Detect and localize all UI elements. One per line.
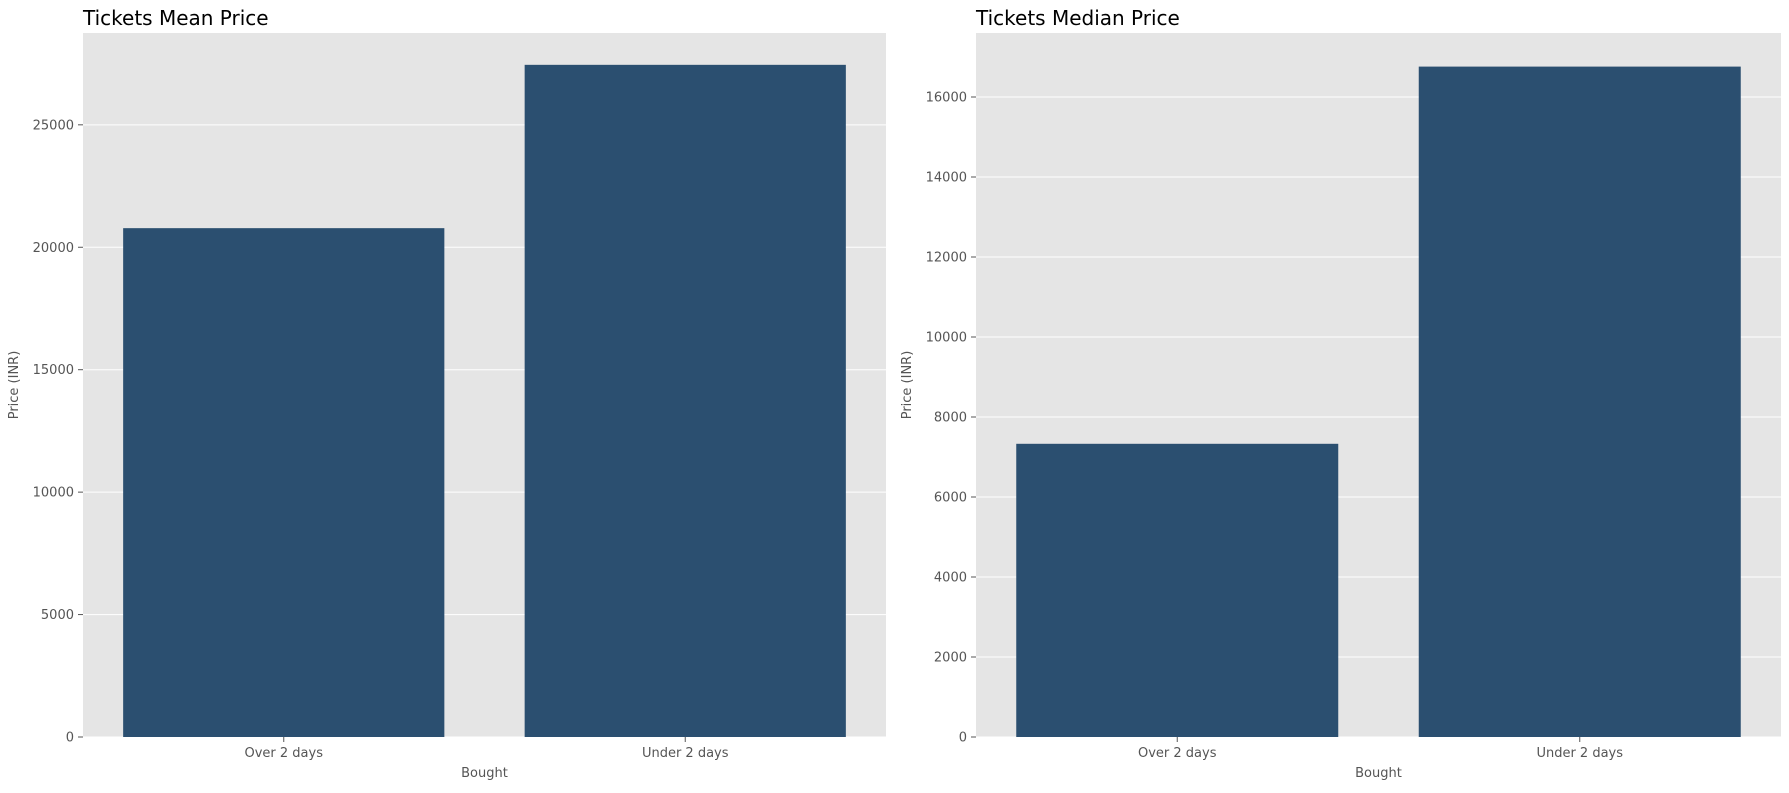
- median-x-axis-label: Bought: [1355, 766, 1402, 781]
- median-y-tick-label: 4000: [934, 571, 967, 586]
- median-y-tick-label: 0: [959, 731, 967, 746]
- mean-y-tick-label: 15000: [33, 363, 74, 378]
- mean-x-tick-label: Under 2 days: [642, 746, 729, 761]
- median-x-tick-label: Under 2 days: [1536, 746, 1623, 761]
- mean-x-tick-label: Over 2 days: [245, 746, 324, 761]
- mean-chart-title: Tickets Mean Price: [82, 6, 269, 30]
- median-y-tick-label: 6000: [934, 491, 967, 506]
- mean-bar-under-2-days: [524, 64, 846, 737]
- mean-bar-over-2-days: [123, 228, 445, 737]
- median-chart-title: Tickets Median Price: [975, 6, 1180, 30]
- mean-price-chart: 0 5000 10000 15000 20000 25000 Over 2 days Unde…: [7, 6, 886, 781]
- median-y-tick-label: 2000: [934, 651, 967, 666]
- median-x-tick-label: Over 2 days: [1138, 746, 1217, 761]
- median-bar-under-2-days: [1418, 66, 1741, 738]
- mean-y-tick-label: 20000: [33, 241, 74, 256]
- mean-y-axis-label: Price (INR): [7, 351, 22, 420]
- median-price-chart: 0 2000 4000 6000 8000 10000 12000 14000 16000 Ove…: [900, 6, 1781, 781]
- mean-y-tick-label: 5000: [41, 608, 74, 623]
- mean-y-tick-label: 10000: [33, 486, 74, 501]
- median-y-tick-label: 8000: [934, 411, 967, 426]
- median-y-tick-label: 10000: [926, 331, 967, 346]
- mean-y-tick-label: 25000: [33, 118, 74, 133]
- median-y-tick-label: 14000: [926, 171, 967, 186]
- median-bar-over-2-days: [1016, 443, 1339, 737]
- median-y-tick-label: 16000: [926, 91, 967, 106]
- median-y-tick-label: 12000: [926, 251, 967, 266]
- mean-y-tick-label: 0: [66, 731, 74, 746]
- median-y-axis-label: Price (INR): [900, 351, 915, 420]
- mean-x-axis-label: Bought: [461, 766, 508, 781]
